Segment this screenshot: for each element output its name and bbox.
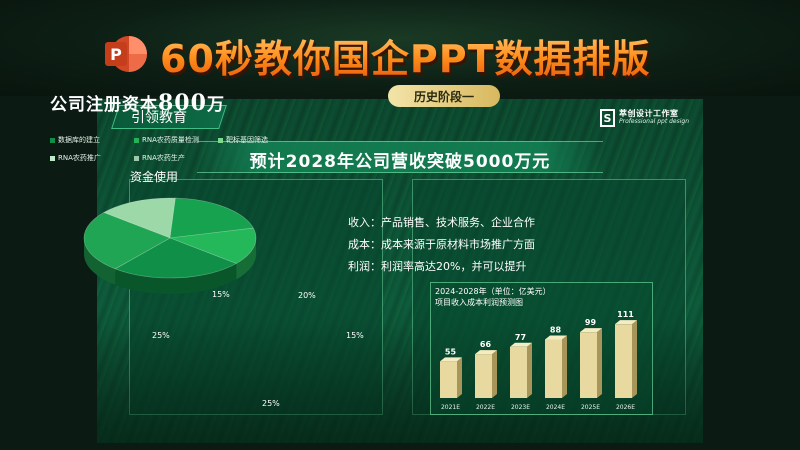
bar-category-label: 2021E: [441, 404, 460, 411]
legend-label: 数据库的建立: [58, 136, 100, 144]
registered-capital-title: 公司注册资本800万: [50, 90, 225, 116]
bar-value-label: 77: [515, 333, 526, 342]
top-banner: P 60秒教你国企PPT数据排版: [0, 0, 800, 96]
bar-side: [597, 328, 602, 398]
bar-side: [562, 335, 567, 398]
headline-banner: 预计2028年公司营收突破5000万元: [197, 141, 603, 173]
brand-mark-icon: S: [600, 109, 616, 127]
bar-side: [527, 342, 532, 398]
pie-pct-label: 15%: [346, 331, 364, 340]
bar-chart: 55 2021E 66 2022E 77 2023E 88 2024E 99 2025E 111 20…: [440, 310, 637, 411]
pie-pct-label: 25%: [262, 399, 280, 408]
bar-side: [632, 320, 637, 398]
legend-label: 靶标基因筛选: [226, 136, 268, 144]
banner-title: 60秒教你国企PPT数据排版: [160, 28, 651, 83]
history-label-pill: [388, 85, 500, 107]
bar-value-label: 55: [445, 347, 457, 356]
bar: [440, 361, 457, 398]
legend-swatch: [134, 137, 139, 143]
pie-slice-side: [84, 238, 116, 285]
legend-item: 靶标基因筛选: [218, 135, 268, 145]
bar-category-label: 2025E: [581, 404, 600, 411]
powerpoint-icon: P: [105, 36, 147, 72]
bar: [545, 339, 562, 398]
legend-label: RNA农药推广: [58, 154, 101, 162]
pie-slice: [169, 227, 257, 264]
pie-slice-side: [115, 263, 237, 294]
info-income: 收入：产品销售、技术服务、企业合作: [348, 216, 535, 229]
legend-item: 数据库的建立: [50, 135, 100, 145]
legend-swatch: [50, 155, 55, 161]
legend-swatch: [134, 155, 139, 161]
legend-label: RNA农药生产: [142, 154, 185, 162]
bar-chart-title: 2024-2028年（单位：亿美元）: [435, 287, 551, 296]
bar-value-label: 99: [585, 318, 597, 327]
bar-value-label: 66: [480, 340, 492, 349]
legend-item: RNA农药生产: [134, 153, 185, 163]
bar: [615, 324, 632, 398]
bar-value-label: 111: [617, 310, 634, 319]
section-tag-label: 引领教育: [131, 110, 187, 126]
pie-pct-label: 25%: [152, 331, 170, 340]
registered-capital-amount: 800: [158, 90, 207, 116]
bar-category-label: 2026E: [616, 404, 635, 411]
bar-chart-subtitle: 项目收入成本利润预测图: [435, 298, 523, 307]
pie-title: 资金使用: [130, 170, 179, 184]
info-cost: 成本：成本来源于原材料市场推广方面: [348, 238, 535, 251]
pie-slice-side: [236, 238, 256, 280]
bar-category-label: 2023E: [511, 404, 530, 411]
pie-slice: [83, 212, 171, 270]
brand-logo: S 萃创设计工作室 Professional ppt design: [600, 107, 689, 129]
pie-slice: [103, 197, 176, 239]
bar-top: [545, 335, 567, 340]
legend-swatch: [50, 137, 55, 143]
headline: 预计2028年公司营收突破5000万元: [249, 152, 551, 172]
bar: [510, 346, 527, 398]
bar-top: [440, 357, 462, 362]
info-profit: 利润：利润率高达20%，并可以提升: [348, 260, 527, 273]
bar-side: [492, 350, 497, 398]
pie-pct-label: 20%: [298, 291, 316, 300]
bar-top: [510, 342, 532, 347]
history-label: 历史阶段一: [413, 90, 474, 104]
registered-capital-prefix: 公司注册资本: [50, 95, 158, 115]
bar-top: [475, 350, 497, 355]
powerpoint-letter: P: [110, 45, 122, 64]
legend-label: RNA农药质量检测: [142, 136, 199, 144]
pie-chart: [83, 197, 257, 294]
bar-side: [457, 357, 462, 398]
bar: [475, 354, 492, 398]
pie-slice: [114, 237, 237, 279]
bar: [580, 332, 597, 398]
bar-value-label: 88: [550, 325, 562, 334]
bar-top: [615, 320, 637, 325]
brand-name-en: Professional ppt design: [619, 118, 689, 126]
legend-swatch: [218, 137, 223, 143]
legend-item: RNA农药推广: [50, 153, 101, 163]
bar-category-label: 2022E: [476, 404, 495, 411]
brand-name-cn: 萃创设计工作室: [619, 109, 679, 119]
bar-category-label: 2024E: [546, 404, 565, 411]
bar-top: [580, 328, 602, 333]
pie-pct-label: 15%: [212, 290, 230, 299]
legend-item: RNA农药质量检测: [134, 135, 199, 145]
registered-capital-unit: 万: [206, 95, 225, 115]
pie-slice: [169, 197, 254, 239]
